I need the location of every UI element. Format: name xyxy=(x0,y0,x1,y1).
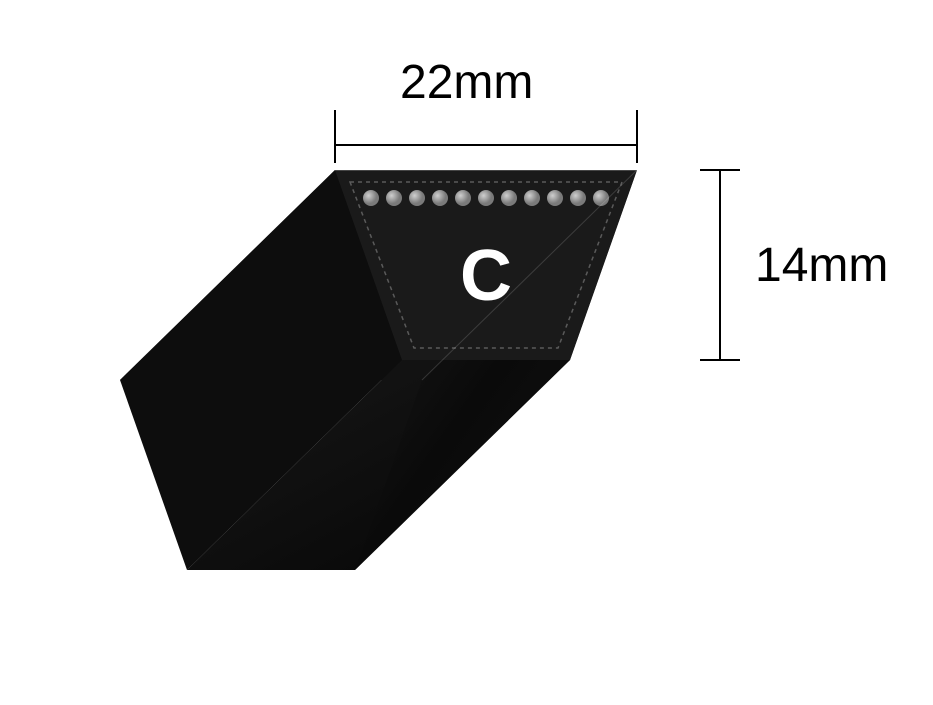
belt-section-letter: C xyxy=(460,236,512,316)
width-dimension xyxy=(335,110,637,163)
height-label: 14mm xyxy=(755,238,888,293)
vbelt-diagram: C 22mm 14mm xyxy=(0,0,933,700)
height-dimension xyxy=(700,170,740,360)
width-label: 22mm xyxy=(400,55,533,110)
